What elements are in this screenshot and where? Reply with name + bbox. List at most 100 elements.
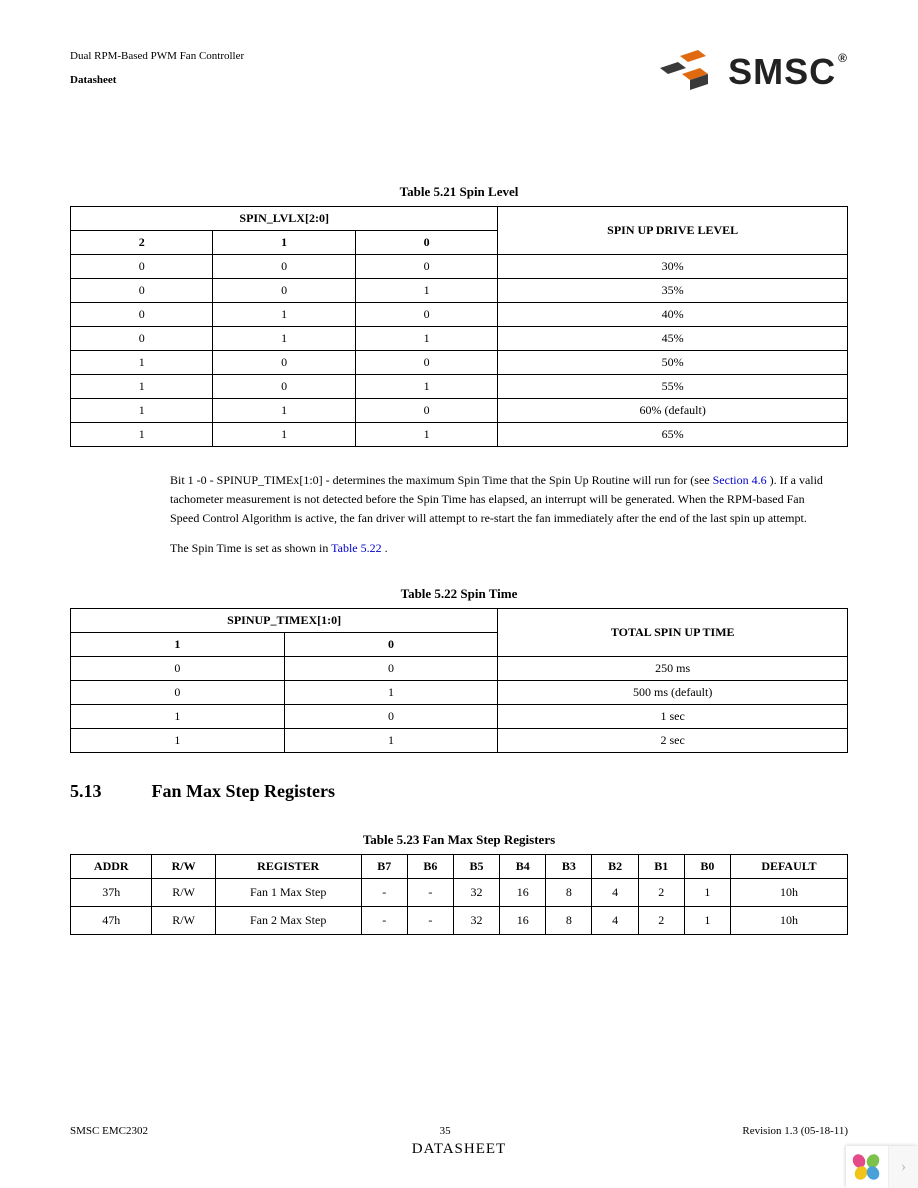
col-header: B2 — [592, 854, 638, 878]
table-row: 10050% — [71, 351, 848, 375]
table-cell: 1 — [71, 375, 213, 399]
table-cell: 1 — [355, 423, 498, 447]
page-header: Dual RPM-Based PWM Fan Controller Datash… — [70, 50, 848, 94]
doc-subtitle: Datasheet — [70, 74, 244, 86]
table-cell: 40% — [498, 303, 848, 327]
footer-right: Revision 1.3 (05-18-11) — [742, 1125, 848, 1137]
table-cell: Fan 1 Max Step — [215, 878, 361, 906]
table-cell: 0 — [71, 656, 285, 680]
table-cell: 1 — [684, 906, 730, 934]
table-cell: 37h — [71, 878, 152, 906]
table-5-22-link[interactable]: Table 5.22 — [331, 541, 381, 555]
col-header: B5 — [453, 854, 499, 878]
table-521-right-header: SPIN UP DRIVE LEVEL — [498, 207, 848, 255]
col-header: 0 — [284, 632, 498, 656]
page-footer: SMSC EMC2302 35 Revision 1.3 (05-18-11) … — [70, 1125, 848, 1158]
section-number: 5.13 — [70, 781, 102, 802]
table-cell: 0 — [213, 255, 355, 279]
table-cell: 65% — [498, 423, 848, 447]
table-cell: 0 — [213, 375, 355, 399]
next-page-button[interactable]: › — [888, 1146, 918, 1188]
table-cell: - — [361, 906, 407, 934]
col-header: R/W — [152, 854, 215, 878]
table-row: 00250 ms — [71, 656, 848, 680]
table-row: 112 sec — [71, 728, 848, 752]
table-row: 11060% (default) — [71, 399, 848, 423]
table-cell: - — [407, 906, 453, 934]
viewer-widget: › — [846, 1146, 918, 1188]
footer-left: SMSC EMC2302 — [70, 1125, 148, 1137]
table-cell: 32 — [453, 878, 499, 906]
col-header: B1 — [638, 854, 684, 878]
table-cell: R/W — [152, 906, 215, 934]
col-header: 1 — [213, 231, 355, 255]
table-cell: 1 — [355, 375, 498, 399]
table-cell: 10h — [731, 878, 848, 906]
table-row: 101 sec — [71, 704, 848, 728]
table-522-right-header: TOTAL SPIN UP TIME — [498, 608, 848, 656]
table-cell: 1 — [213, 303, 355, 327]
para2-text-a: The Spin Time is set as shown in — [170, 541, 331, 555]
table-cell: 250 ms — [498, 656, 848, 680]
col-header: 2 — [71, 231, 213, 255]
table-cell: 0 — [355, 303, 498, 327]
table-row: 37hR/WFan 1 Max Step--3216842110h — [71, 878, 848, 906]
table-cell: 0 — [71, 303, 213, 327]
table-cell: 1 — [71, 423, 213, 447]
table-522: SPINUP_TIMEX[1:0] TOTAL SPIN UP TIME 1 0… — [70, 608, 848, 753]
registered-mark: ® — [838, 51, 848, 65]
paragraph-2: The Spin Time is set as shown in Table 5… — [170, 539, 828, 558]
table-cell: 16 — [500, 906, 546, 934]
table-cell: 1 sec — [498, 704, 848, 728]
table-522-group-header: SPINUP_TIMEX[1:0] — [71, 608, 498, 632]
table-cell: R/W — [152, 878, 215, 906]
table-523: ADDRR/WREGISTERB7B6B5B4B3B2B1B0DEFAULT 3… — [70, 854, 848, 935]
table-cell: 1 — [213, 327, 355, 351]
col-header: B0 — [684, 854, 730, 878]
table-row: 00135% — [71, 279, 848, 303]
table-cell: 45% — [498, 327, 848, 351]
table-row: 01040% — [71, 303, 848, 327]
brand-text: SMSC ® — [728, 51, 848, 93]
footer-datasheet-label: DATASHEET — [70, 1141, 848, 1158]
table-cell: 47h — [71, 906, 152, 934]
col-header: REGISTER — [215, 854, 361, 878]
table-cell: 1 — [284, 728, 498, 752]
table-523-title: Table 5.23 Fan Max Step Registers — [70, 832, 848, 848]
table-cell: 0 — [284, 704, 498, 728]
table-cell: 0 — [71, 279, 213, 303]
table-cell: 10h — [731, 906, 848, 934]
paragraph-1: Bit 1 -0 - SPINUP_TIMEx[1:0] - determine… — [170, 471, 828, 529]
table-cell: 0 — [355, 399, 498, 423]
table-cell: 1 — [213, 423, 355, 447]
doc-title: Dual RPM-Based PWM Fan Controller — [70, 50, 244, 62]
table-cell: 0 — [213, 279, 355, 303]
table-cell: 0 — [355, 351, 498, 375]
table-row: 00030% — [71, 255, 848, 279]
table-cell: 60% (default) — [498, 399, 848, 423]
footer-page-number: 35 — [440, 1125, 451, 1137]
table-cell: 2 — [638, 906, 684, 934]
section-title: Fan Max Step Registers — [152, 781, 335, 802]
chevron-right-icon: › — [901, 1158, 906, 1176]
table-cell: - — [407, 878, 453, 906]
table-row: 11165% — [71, 423, 848, 447]
table-cell: 8 — [546, 878, 592, 906]
table-cell: 1 — [355, 279, 498, 303]
table-521: SPIN_LVLX[2:0] SPIN UP DRIVE LEVEL 2 1 0… — [70, 206, 848, 447]
table-cell: 0 — [213, 351, 355, 375]
pinwheel-icon[interactable] — [846, 1146, 888, 1188]
table-cell: 2 — [638, 878, 684, 906]
smsc-logo-icon — [660, 50, 718, 94]
section-heading: 5.13 Fan Max Step Registers — [70, 781, 848, 802]
table-521-title: Table 5.21 Spin Level — [70, 184, 848, 200]
table-cell: 1 — [284, 680, 498, 704]
section-4-6-link[interactable]: Section 4.6 — [713, 473, 767, 487]
table-cell: 0 — [71, 327, 213, 351]
table-cell: 4 — [592, 906, 638, 934]
table-row: 10155% — [71, 375, 848, 399]
table-cell: - — [361, 878, 407, 906]
para1-text-a: Bit 1 -0 - SPINUP_TIMEx[1:0] - determine… — [170, 473, 713, 487]
table-cell: 8 — [546, 906, 592, 934]
table-cell: 1 — [71, 399, 213, 423]
